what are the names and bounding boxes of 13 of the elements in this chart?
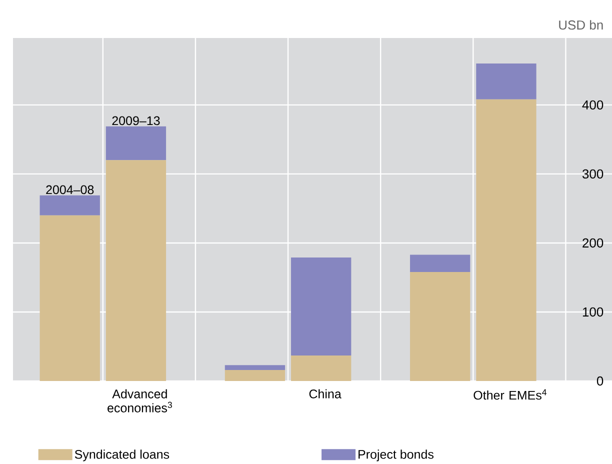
y-tick-label: 100 [582, 307, 604, 317]
text: Other EMEs$^{4}$ [474, 389, 546, 400]
legend-label: Project bonds [358, 450, 434, 462]
y-tick-label: 0 [596, 376, 604, 386]
y-tick-label: 300 [582, 169, 604, 179]
text: China [309, 389, 342, 398]
y-tick-label: 400 [582, 100, 604, 110]
y-tick-label: 200 [582, 238, 604, 248]
text: Advanced economies$^{3}$ [108, 389, 172, 412]
annotation: 2004–08 [46, 185, 94, 194]
y-axis-title: USD bn [559, 20, 603, 30]
legend-label: Syndicated loans [74, 450, 170, 462]
annotation: 2009–13 [112, 116, 160, 126]
